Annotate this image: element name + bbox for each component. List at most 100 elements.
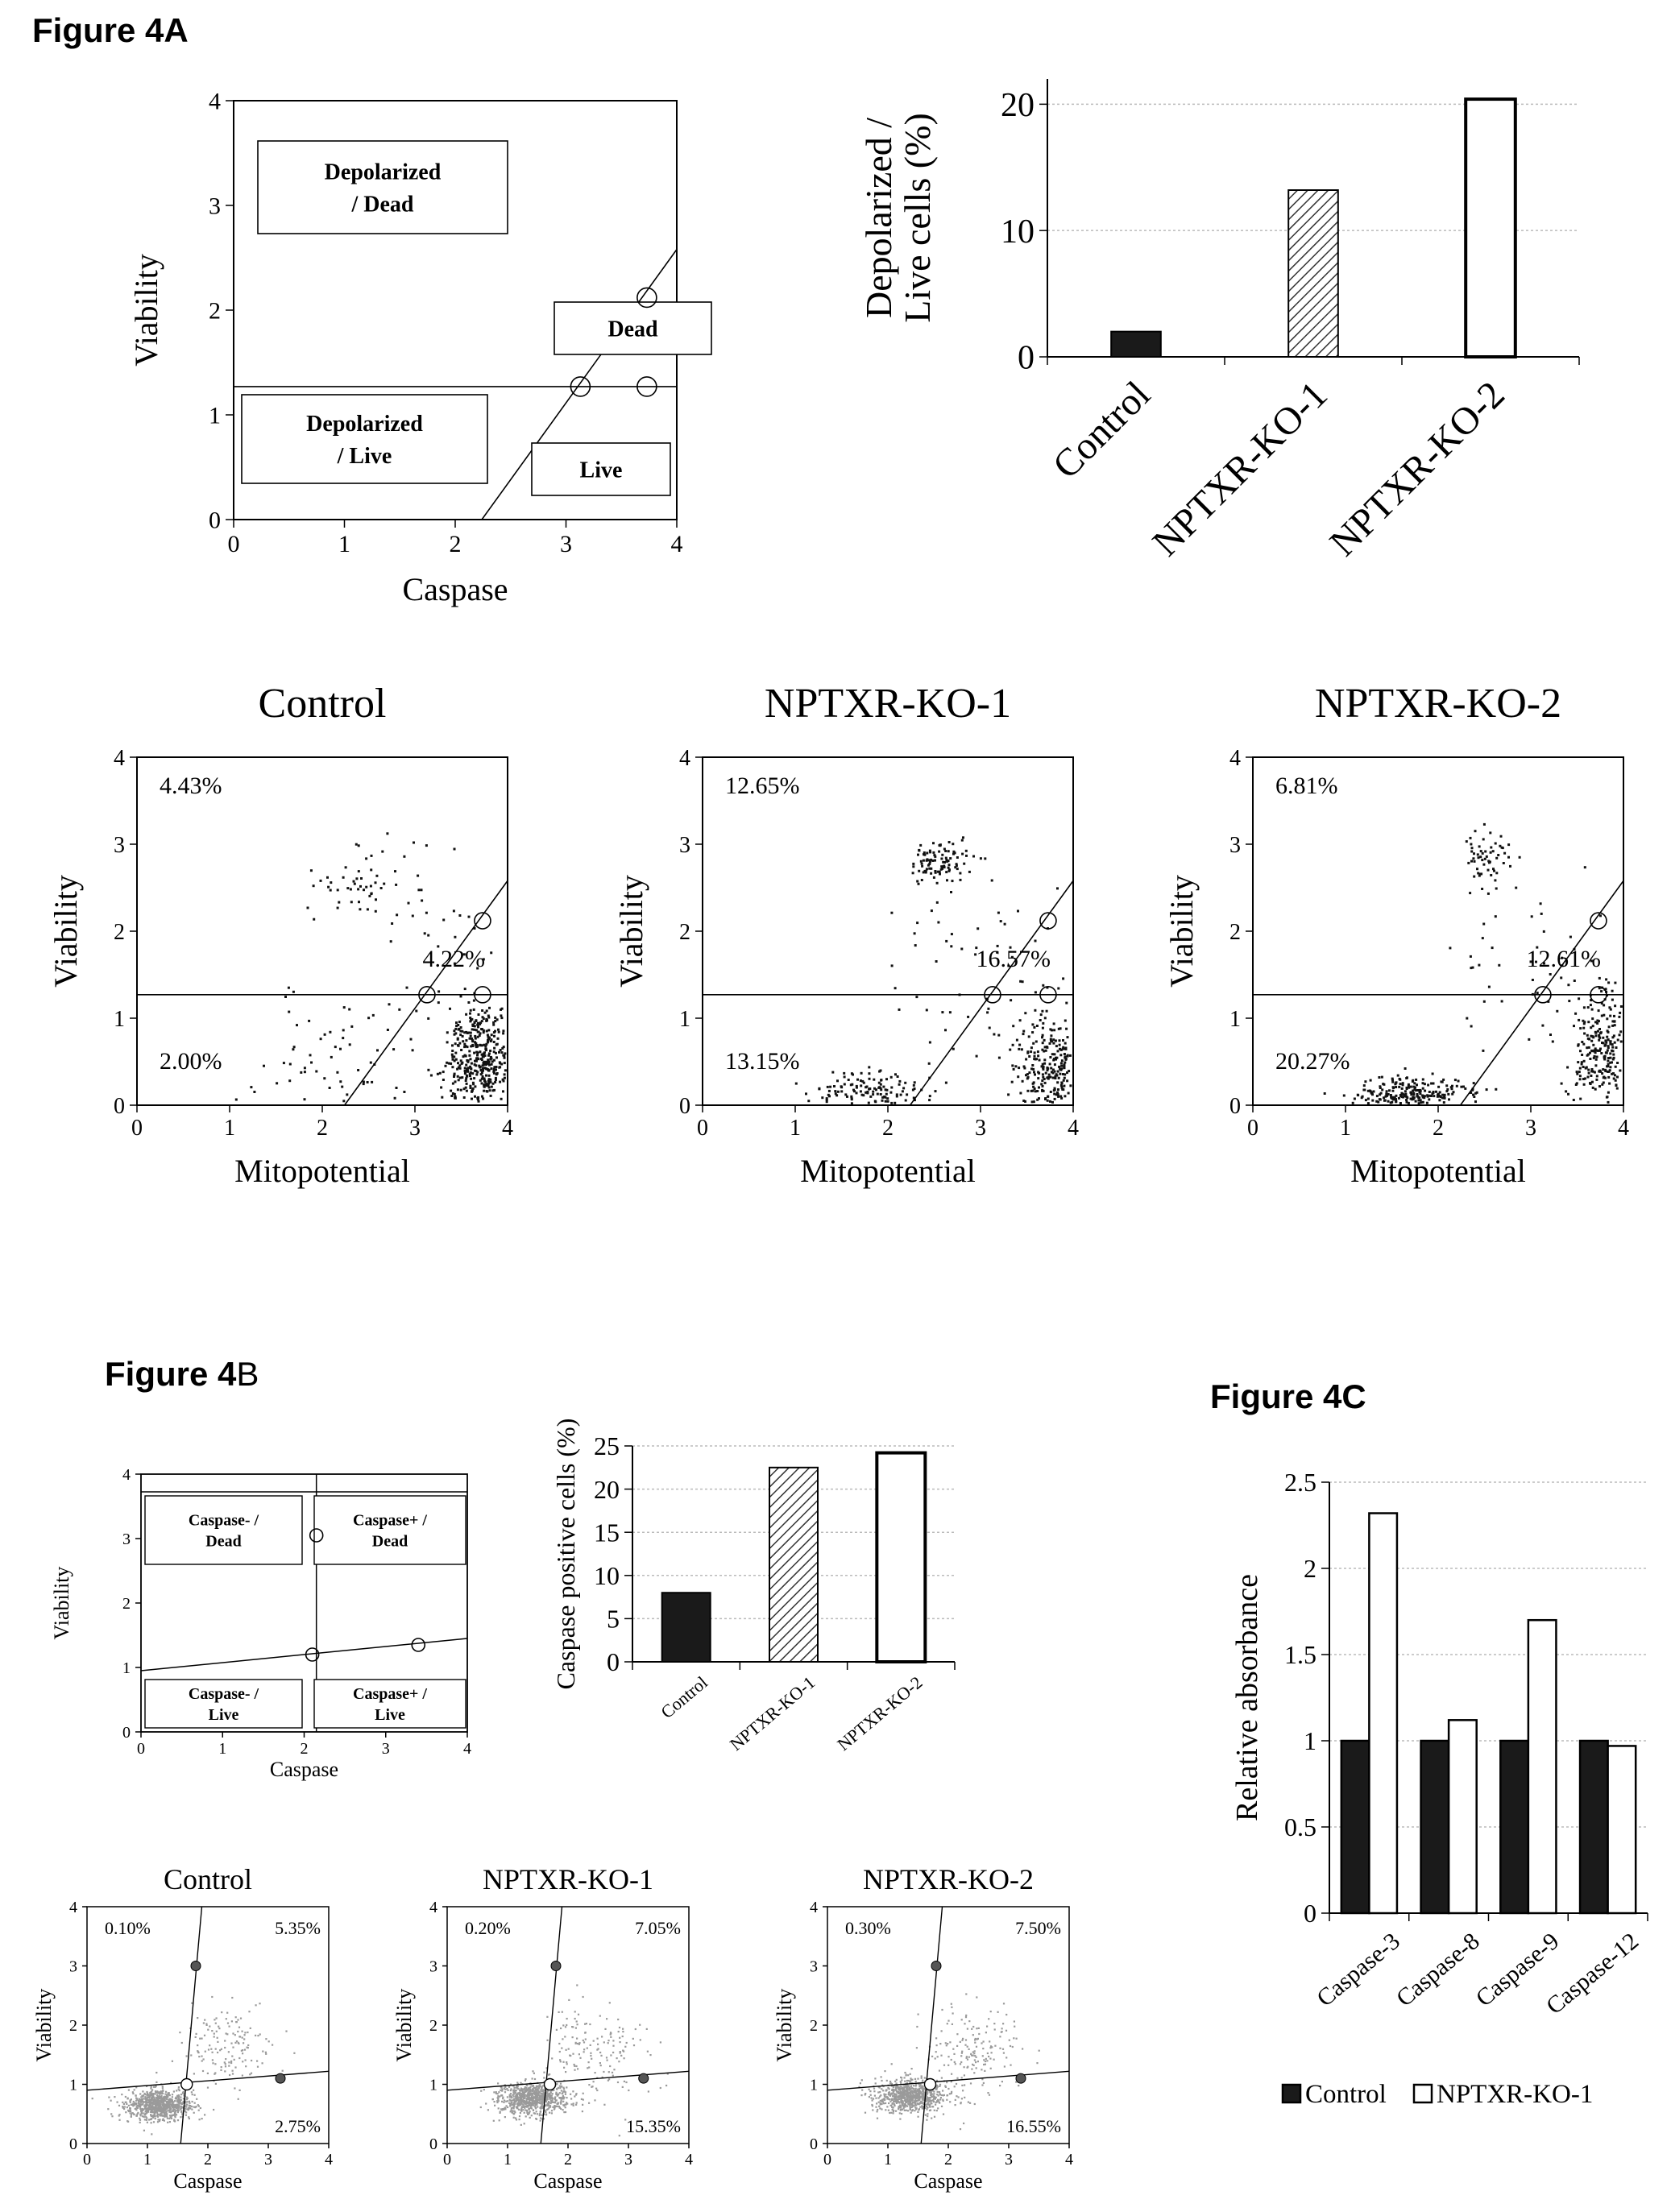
event-dot	[147, 2102, 149, 2104]
event-dot	[457, 1028, 460, 1031]
event-dot	[918, 2088, 921, 2090]
event-dot	[486, 1034, 489, 1037]
event-dot	[591, 2086, 594, 2088]
event-dot	[1011, 2045, 1014, 2048]
event-dot	[153, 2115, 155, 2118]
event-dot	[565, 2103, 567, 2106]
event-dot	[1578, 1071, 1581, 1074]
event-dot	[480, 2090, 483, 2092]
event-dot	[1574, 1012, 1578, 1015]
event-dot	[451, 1082, 454, 1085]
x-tick-label: 1	[504, 2151, 512, 2169]
event-dot	[167, 2101, 169, 2103]
event-dot	[145, 2102, 147, 2105]
event-dot	[1495, 887, 1498, 890]
event-dot	[1428, 1098, 1431, 1101]
event-dot	[526, 2093, 529, 2095]
event-dot	[534, 2104, 537, 2106]
event-dot	[935, 2051, 937, 2053]
event-dot	[597, 2048, 599, 2050]
event-dot	[542, 2118, 545, 2120]
event-dot	[1574, 1083, 1578, 1086]
event-dot	[901, 2112, 903, 2115]
event-dot	[920, 879, 923, 881]
event-dot	[169, 2109, 172, 2111]
event-dot	[231, 1996, 234, 1999]
x-tick-label: 3	[382, 1740, 390, 1758]
event-dot	[1608, 1082, 1611, 1085]
event-dot	[1494, 842, 1497, 845]
event-dot	[465, 1069, 468, 1072]
y-tick-label: 0	[209, 507, 221, 534]
event-dot	[555, 2028, 558, 2031]
event-dot	[163, 2102, 165, 2105]
event-dot	[395, 1087, 398, 1089]
event-dot	[224, 2040, 226, 2042]
event-dot	[163, 2096, 165, 2099]
event-dot	[847, 1079, 850, 1081]
event-dot	[217, 2051, 219, 2054]
event-dot	[520, 2104, 522, 2106]
event-dot	[524, 2087, 526, 2090]
event-dot	[342, 876, 345, 879]
event-dot	[1495, 872, 1499, 875]
event-dot	[938, 2091, 940, 2094]
event-dot	[500, 2108, 503, 2111]
event-dot	[1443, 1096, 1446, 1100]
event-dot	[895, 2094, 898, 2096]
event-dot	[170, 2108, 172, 2111]
event-dot	[494, 1016, 497, 1019]
event-dot	[1606, 1096, 1609, 1099]
event-dot	[369, 1061, 372, 1064]
y-tick-label: 10	[594, 1561, 620, 1590]
event-dot	[1043, 1058, 1047, 1062]
event-dot	[558, 2105, 560, 2108]
event-dot	[946, 860, 949, 863]
event-dot	[985, 2032, 987, 2034]
event-dot	[1612, 1056, 1615, 1059]
event-dot	[541, 2103, 544, 2106]
event-dot	[997, 2011, 999, 2013]
event-dot	[1490, 874, 1493, 876]
event-dot	[508, 2102, 511, 2104]
event-dot	[915, 2090, 918, 2092]
event-dot	[1499, 844, 1502, 847]
event-dot	[890, 2111, 893, 2114]
event-dot	[427, 1017, 430, 1020]
event-dot	[1585, 1066, 1588, 1069]
event-dot	[1611, 1020, 1615, 1023]
event-dot	[914, 2101, 916, 2103]
event-dot	[1560, 976, 1563, 980]
event-dot	[890, 2063, 893, 2065]
event-dot	[368, 894, 371, 897]
quadrant-percent-top-right: 16.57%	[976, 946, 1051, 972]
event-dot	[238, 2026, 241, 2028]
event-dot	[193, 2089, 195, 2091]
event-dot	[540, 2107, 542, 2110]
event-dot	[910, 2111, 912, 2114]
event-dot	[964, 2016, 968, 2019]
event-dot	[873, 2087, 876, 2090]
event-dot	[907, 2110, 910, 2112]
event-dot	[976, 1996, 978, 1999]
event-dot	[516, 2107, 519, 2110]
event-dot	[483, 1083, 486, 1087]
event-dot	[493, 1034, 495, 1038]
event-dot	[1066, 1079, 1069, 1083]
event-dot	[513, 2089, 516, 2091]
event-dot	[1485, 855, 1488, 858]
event-dot	[562, 2100, 565, 2102]
event-dot	[485, 1074, 487, 1077]
event-dot	[936, 2056, 939, 2058]
event-dot	[540, 2089, 542, 2091]
event-dot	[934, 870, 937, 872]
event-dot	[465, 1089, 468, 1092]
y-tick-label: 2	[810, 2017, 818, 2035]
event-dot	[389, 940, 392, 943]
event-dot	[545, 2111, 547, 2113]
event-dot	[468, 1037, 471, 1040]
event-dot	[135, 2094, 137, 2097]
event-dot	[1391, 1079, 1394, 1082]
